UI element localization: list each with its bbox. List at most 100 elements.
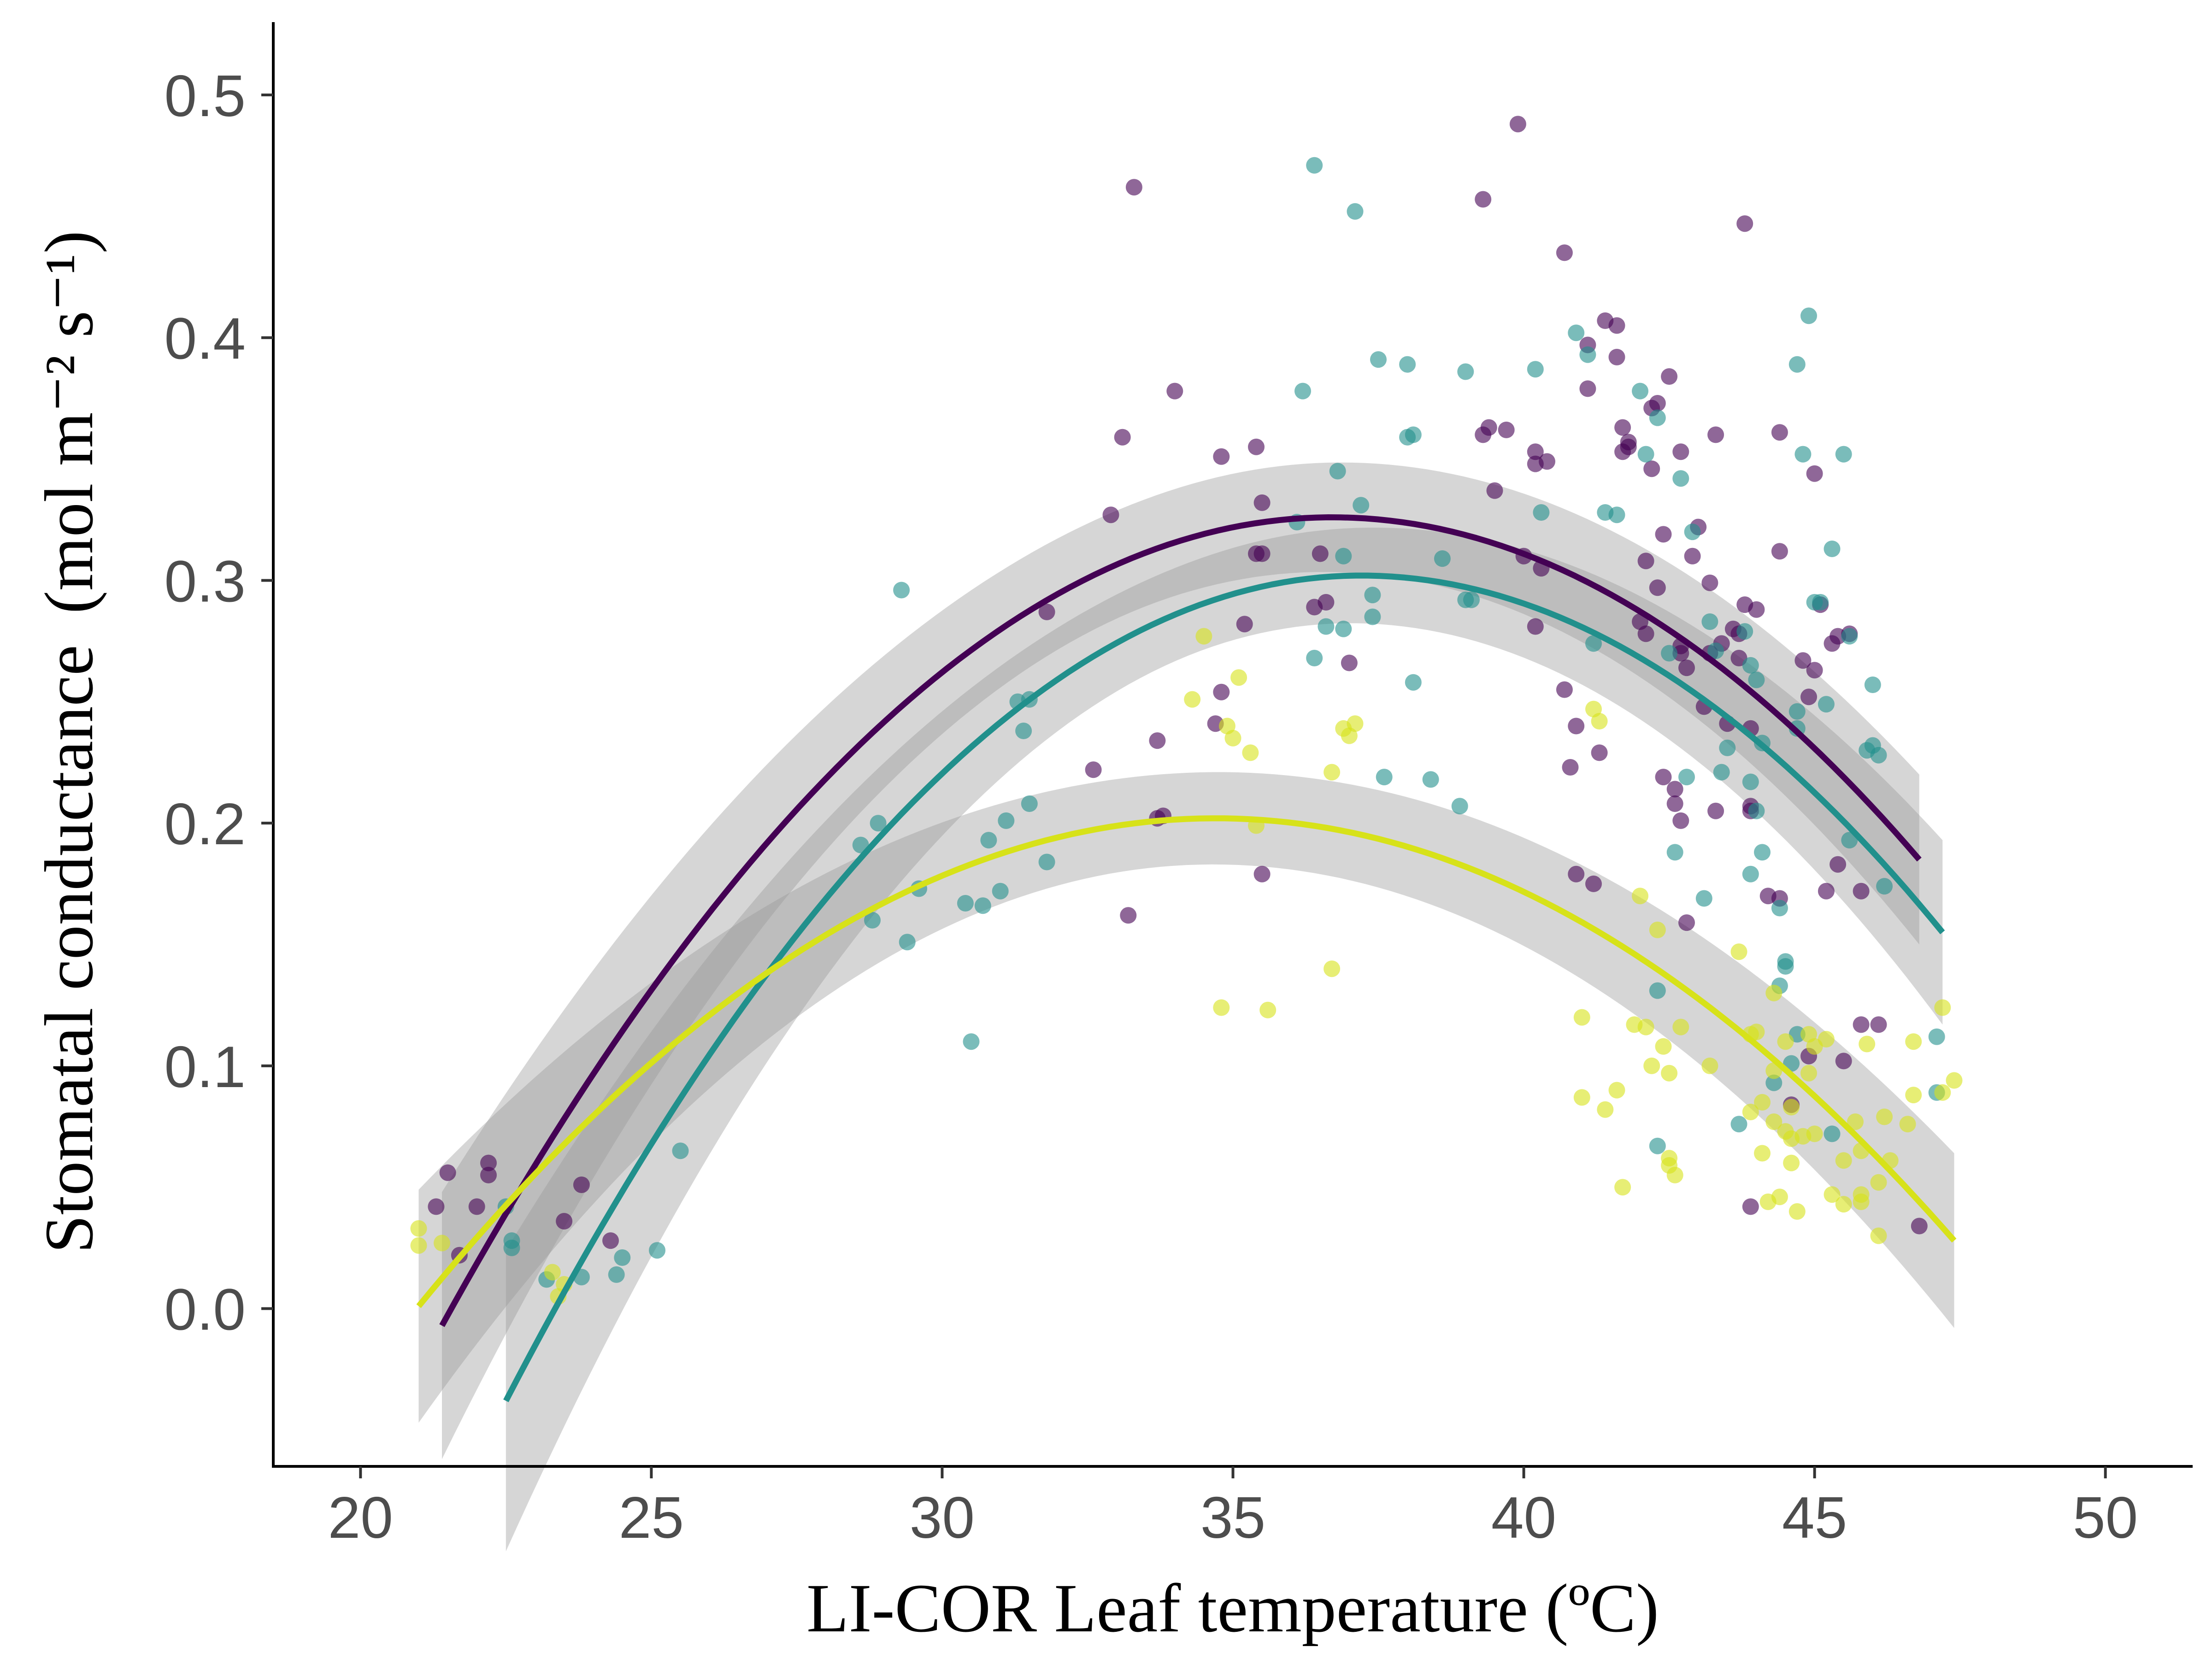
x-axis-ticks: 20 25 30 35 40 45 50 bbox=[328, 1466, 2138, 1550]
data-point bbox=[1253, 545, 1271, 562]
data-point bbox=[1649, 579, 1666, 596]
data-point bbox=[1248, 438, 1265, 455]
x-tick-label: 45 bbox=[1782, 1485, 1847, 1550]
data-point bbox=[1579, 380, 1596, 397]
data-point bbox=[1783, 1154, 1800, 1171]
data-point bbox=[1800, 1065, 1817, 1082]
data-point bbox=[1695, 890, 1712, 907]
data-point bbox=[1911, 1218, 1928, 1235]
data-point bbox=[1294, 382, 1311, 400]
data-point bbox=[1754, 1145, 1771, 1162]
data-point bbox=[963, 1033, 980, 1050]
data-point bbox=[602, 1232, 619, 1249]
data-point bbox=[1806, 662, 1823, 679]
data-point bbox=[1573, 1009, 1590, 1026]
data-point bbox=[1509, 116, 1526, 133]
data-point bbox=[1841, 628, 1858, 645]
data-point bbox=[1754, 1094, 1771, 1111]
data-point bbox=[614, 1249, 631, 1266]
data-point bbox=[1771, 424, 1788, 441]
data-point bbox=[1015, 723, 1032, 739]
data-point bbox=[1637, 1018, 1654, 1035]
data-point bbox=[1713, 764, 1730, 781]
data-point bbox=[1422, 771, 1439, 788]
x-tick-label: 20 bbox=[328, 1485, 393, 1550]
data-point bbox=[1666, 795, 1683, 812]
data-point bbox=[1678, 914, 1695, 931]
data-point bbox=[998, 812, 1015, 829]
data-point bbox=[1870, 1174, 1887, 1191]
data-point bbox=[1527, 443, 1544, 460]
data-point bbox=[1742, 1198, 1759, 1215]
data-point bbox=[672, 1142, 689, 1159]
data-point bbox=[1736, 215, 1753, 232]
data-point bbox=[503, 1232, 520, 1249]
data-point bbox=[1742, 1104, 1759, 1120]
data-point bbox=[1742, 773, 1759, 790]
data-point bbox=[1242, 744, 1259, 761]
data-point bbox=[1318, 594, 1335, 611]
data-point bbox=[1806, 465, 1823, 482]
data-point bbox=[556, 1213, 573, 1230]
data-point bbox=[1835, 1196, 1852, 1213]
data-point bbox=[1934, 999, 1951, 1016]
data-point bbox=[1771, 900, 1788, 917]
data-point bbox=[1835, 446, 1852, 463]
data-point bbox=[1672, 812, 1689, 829]
data-point bbox=[1748, 802, 1765, 819]
data-point bbox=[1853, 1016, 1870, 1033]
data-point bbox=[1678, 659, 1695, 677]
data-point bbox=[1899, 1116, 1916, 1133]
data-point bbox=[1457, 363, 1474, 380]
data-point bbox=[1608, 1082, 1625, 1099]
y-axis-title-main: Stomatal conductance bbox=[31, 645, 107, 1253]
x-tick-label: 25 bbox=[619, 1485, 684, 1550]
data-point bbox=[1730, 1116, 1747, 1133]
data-point bbox=[1759, 1193, 1777, 1210]
data-point bbox=[1324, 960, 1341, 977]
data-point bbox=[1707, 426, 1724, 443]
data-point bbox=[1608, 348, 1625, 365]
data-point bbox=[1643, 1057, 1660, 1074]
data-point bbox=[974, 897, 991, 914]
data-point bbox=[1666, 1166, 1683, 1183]
fit-curve-3 bbox=[416, 815, 1957, 1308]
data-point bbox=[1794, 652, 1812, 669]
data-point bbox=[1556, 244, 1573, 261]
data-point bbox=[1102, 506, 1119, 524]
data-point bbox=[1800, 688, 1817, 706]
data-point bbox=[1928, 1028, 1945, 1045]
data-point bbox=[1184, 691, 1201, 708]
data-point bbox=[608, 1266, 625, 1283]
data-point bbox=[1324, 764, 1341, 781]
y-tick-label: 0.2 bbox=[164, 791, 246, 857]
data-point bbox=[1870, 747, 1887, 764]
data-point bbox=[1562, 759, 1579, 776]
data-point bbox=[1748, 671, 1765, 688]
data-point bbox=[1870, 1227, 1887, 1244]
data-point bbox=[1771, 543, 1788, 560]
data-point bbox=[1666, 781, 1683, 798]
data-point bbox=[1568, 718, 1585, 735]
confidence-bands bbox=[418, 462, 1954, 1552]
data-point bbox=[1236, 616, 1253, 633]
y-tick-label: 0.1 bbox=[164, 1034, 246, 1100]
data-point bbox=[1399, 356, 1416, 373]
data-point bbox=[1376, 769, 1393, 786]
data-point bbox=[1748, 1024, 1765, 1041]
data-point bbox=[1794, 446, 1812, 463]
data-point bbox=[893, 582, 910, 599]
data-point bbox=[1347, 715, 1364, 732]
data-point bbox=[864, 912, 881, 929]
data-point bbox=[1672, 470, 1689, 487]
data-point bbox=[1637, 446, 1654, 463]
data-point bbox=[480, 1166, 497, 1183]
data-point bbox=[1120, 907, 1137, 924]
data-point bbox=[1719, 739, 1736, 756]
data-point bbox=[1539, 453, 1555, 470]
data-point bbox=[899, 934, 916, 951]
fit-curve-2 bbox=[503, 572, 1945, 1402]
data-point bbox=[1835, 1152, 1852, 1169]
data-point bbox=[1788, 356, 1806, 373]
data-point bbox=[1783, 1099, 1800, 1116]
